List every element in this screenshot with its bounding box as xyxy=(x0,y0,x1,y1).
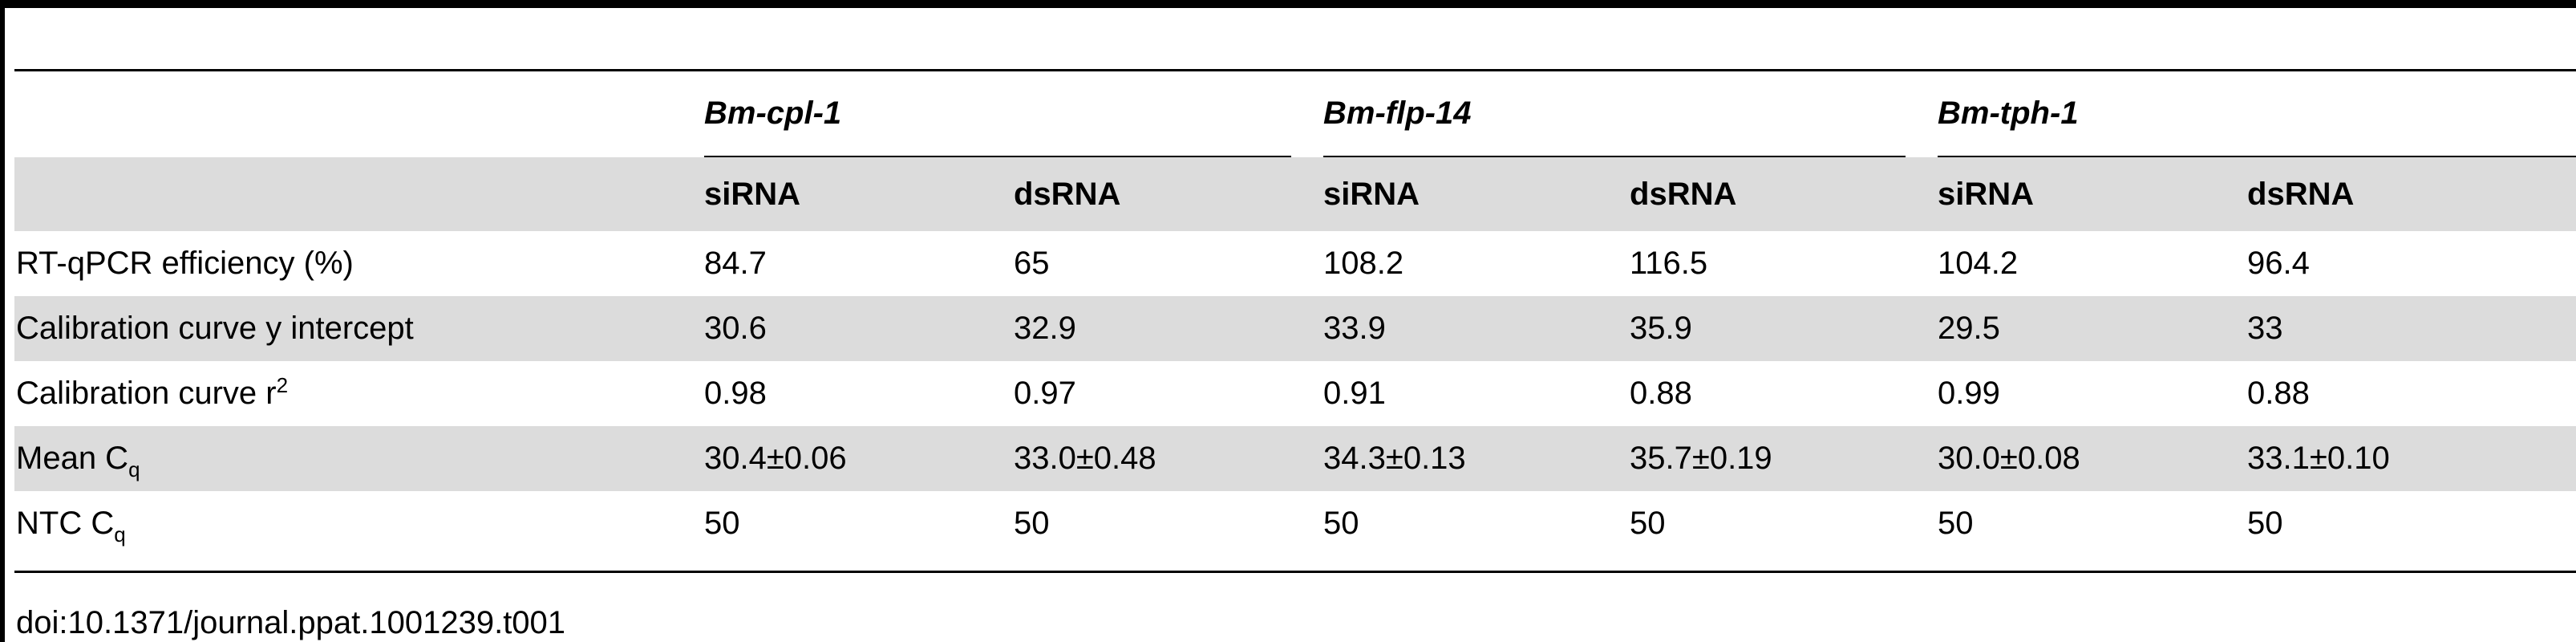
table-cell: 0.98 xyxy=(704,376,767,411)
table-cell: 34.3±0.13 xyxy=(1323,426,1630,491)
table-cell: 0.88 xyxy=(2247,376,2310,411)
table-cell: 0.91 xyxy=(1323,376,1386,411)
gene-underline xyxy=(1323,156,1906,157)
subscript: q xyxy=(114,522,126,547)
table-cell: 108.2 xyxy=(1323,246,1404,281)
table-cell: 50 xyxy=(1323,506,1359,541)
table-cell: 50 xyxy=(1014,506,1050,541)
table-cell: 30.0±0.08 xyxy=(1938,426,2248,491)
table-cell: 33 xyxy=(2247,296,2576,361)
gene-header-flp: Bm-flp-14 xyxy=(1323,69,1938,157)
table-row: Calibration curve y intercept 30.6 32.9 … xyxy=(14,296,2576,361)
method-header-row: siRNA dsRNA siRNA dsRNA siRNA dsRNA xyxy=(14,157,2576,231)
superscript: 2 xyxy=(276,373,289,397)
top-border xyxy=(0,0,2576,8)
table-cell: 35.9 xyxy=(1630,296,1938,361)
gene-header-tph: Bm-tph-1 xyxy=(1938,69,2576,157)
gene-label: Bm-cpl-1 xyxy=(704,95,842,131)
data-table-container: Bm-cpl-1 Bm-flp-14 Bm-tph-1 siRNA dsRNA … xyxy=(14,69,2576,556)
table-cell: 65 xyxy=(1014,246,1050,281)
row-label: Calibration curve r2 xyxy=(16,373,289,411)
table-row: Calibration curve r2 0.98 0.97 0.91 0.88… xyxy=(14,361,2576,426)
method-corner-cell xyxy=(14,157,704,231)
table-cell: 33.0±0.48 xyxy=(1014,426,1324,491)
table-top-rule xyxy=(14,69,2576,71)
method-header: siRNA xyxy=(1323,157,1630,231)
gene-underline xyxy=(1938,156,2576,157)
doi-caption[interactable]: doi:10.1371/journal.ppat.1001239.t001 xyxy=(16,605,566,640)
table-cell: 104.2 xyxy=(1938,246,2019,281)
method-header: dsRNA xyxy=(1630,157,1938,231)
table-cell: 32.9 xyxy=(1014,296,1324,361)
table-row: Mean Cq 30.4±0.06 33.0±0.48 34.3±0.13 35… xyxy=(14,426,2576,491)
method-header: dsRNA xyxy=(2247,157,2576,231)
table-cell: 29.5 xyxy=(1938,296,2248,361)
table-cell: 116.5 xyxy=(1630,246,1708,281)
row-label: Mean Cq xyxy=(14,426,704,491)
table-cell: 84.7 xyxy=(704,246,767,281)
table-cell: 50 xyxy=(2247,506,2283,541)
table-cell: 50 xyxy=(1938,506,1974,541)
table-cell: 30.6 xyxy=(704,296,1014,361)
table-cell: 30.4±0.06 xyxy=(704,426,1014,491)
table-cell: 0.99 xyxy=(1938,376,2000,411)
subscript: q xyxy=(128,457,140,482)
table-cell: 96.4 xyxy=(2247,246,2310,281)
method-header: siRNA xyxy=(704,157,1014,231)
table-cell: 0.88 xyxy=(1630,376,1692,411)
table-cell: 50 xyxy=(1630,506,1666,541)
table-row: RT-qPCR efficiency (%) 84.7 65 108.2 116… xyxy=(14,231,2576,296)
method-header: siRNA xyxy=(1938,157,2248,231)
data-table: Bm-cpl-1 Bm-flp-14 Bm-tph-1 siRNA dsRNA … xyxy=(14,69,2576,556)
table-cell: 33.9 xyxy=(1323,296,1630,361)
method-header: dsRNA xyxy=(1014,157,1324,231)
table-cell: 50 xyxy=(704,506,740,541)
row-label: NTC Cq xyxy=(16,506,126,547)
row-label: Calibration curve y intercept xyxy=(14,296,704,361)
table-bottom-rule xyxy=(14,571,2576,573)
table-cell: 35.7±0.19 xyxy=(1630,426,1938,491)
gene-header-cpl: Bm-cpl-1 xyxy=(704,69,1323,157)
corner-cell xyxy=(14,69,704,157)
gene-label: Bm-tph-1 xyxy=(1938,95,2079,131)
row-label: RT-qPCR efficiency (%) xyxy=(16,246,354,281)
gene-header-row: Bm-cpl-1 Bm-flp-14 Bm-tph-1 xyxy=(14,69,2576,157)
table-row: NTC Cq 50 50 50 50 50 50 xyxy=(14,491,2576,556)
table-cell: 0.97 xyxy=(1014,376,1076,411)
gene-label: Bm-flp-14 xyxy=(1323,95,1472,131)
left-border xyxy=(0,0,5,642)
gene-underline xyxy=(704,156,1292,157)
table-cell: 33.1±0.10 xyxy=(2247,426,2576,491)
